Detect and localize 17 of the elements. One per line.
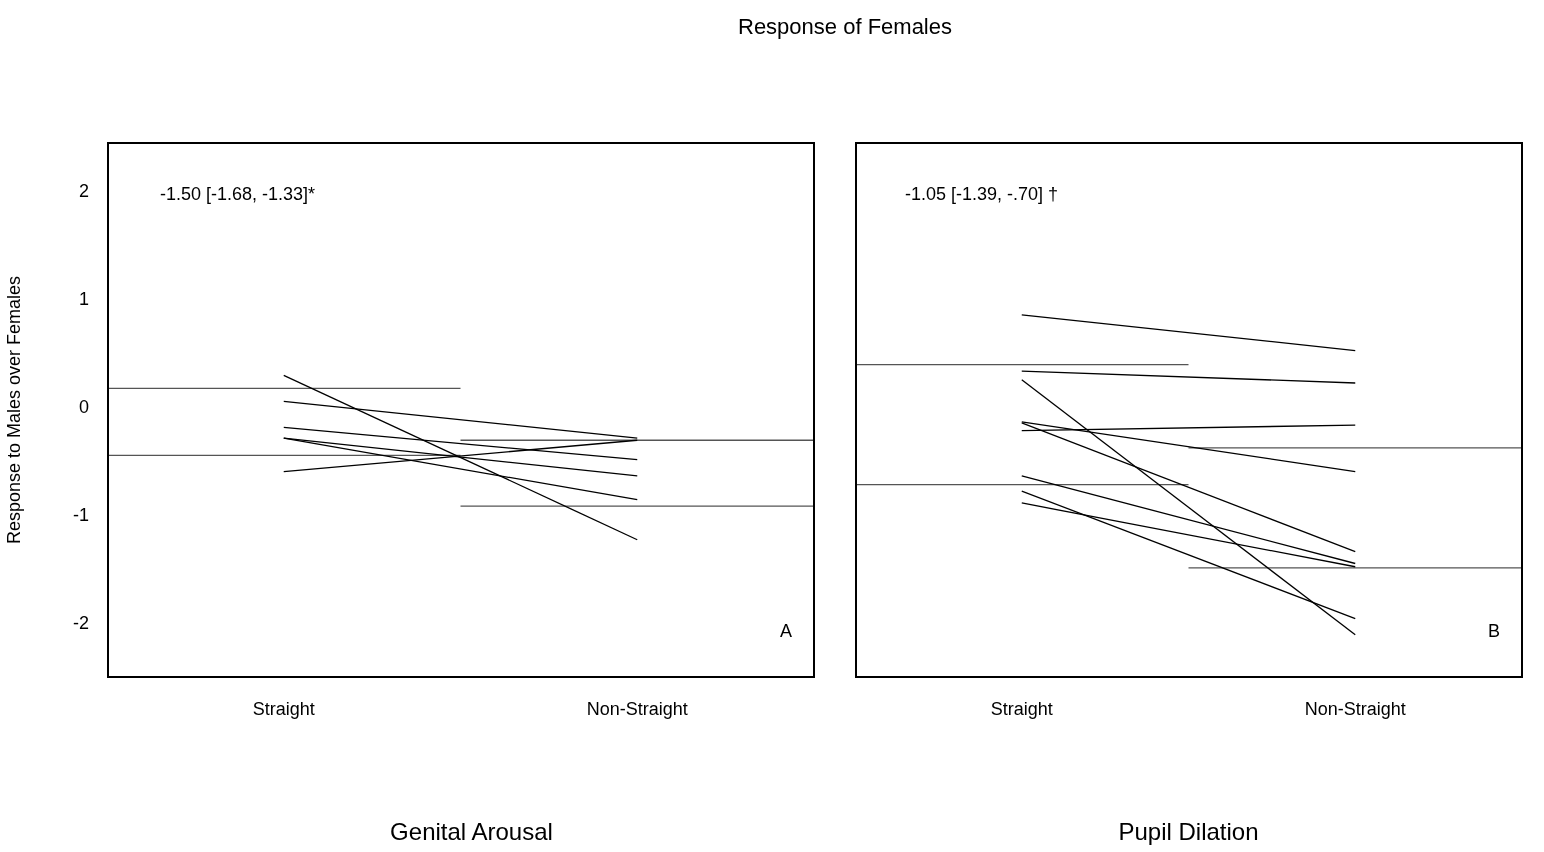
annotation: -1.05 [-1.39, -.70] † xyxy=(905,183,1059,204)
x-axis-title: Pupil Dilation xyxy=(1117,818,1260,846)
annotation: A xyxy=(779,620,793,641)
x-axis-title: Genital Arousal xyxy=(389,818,554,846)
annotation: B xyxy=(1487,620,1501,641)
y-tick-label: -1 xyxy=(72,504,89,525)
chart-title: Response of Females xyxy=(737,14,953,40)
x-tick-label: Straight xyxy=(252,698,315,719)
x-tick-label: Non-Straight xyxy=(586,698,688,719)
y-axis-title: Response to Males over Females xyxy=(3,275,24,545)
annotation: -1.50 [-1.68, -1.33]* xyxy=(160,183,316,204)
y-tick-label: -2 xyxy=(72,613,89,633)
x-tick-label: Straight xyxy=(990,698,1053,719)
x-tick-label: Non-Straight xyxy=(1304,698,1406,719)
y-tick-label: 0 xyxy=(78,396,89,417)
y-tick-label: 1 xyxy=(78,288,89,309)
y-tick-label: 2 xyxy=(78,180,89,201)
